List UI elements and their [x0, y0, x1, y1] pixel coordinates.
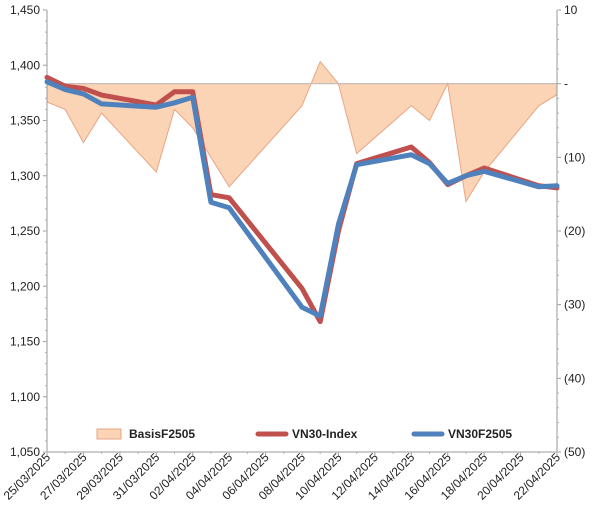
left-axis-tick-label: 1,300: [10, 169, 40, 183]
left-axis-tick-label: 1,350: [10, 114, 40, 128]
right-axis-tick-label: (30): [564, 298, 585, 312]
lines-layer: [44, 74, 560, 325]
right-axis-tick-label: (50): [564, 445, 585, 459]
right-axis-tick-label: (10): [564, 150, 585, 164]
right-axis-tick-label: -: [564, 77, 568, 91]
left-axis-tick-label: 1,400: [10, 58, 40, 72]
left-axis-tick-label: 1,100: [10, 390, 40, 404]
left-axis-tick-label: 1,250: [10, 224, 40, 238]
legend-label-vn30-index: VN30-Index: [292, 427, 358, 441]
series-line-vn30f2505: [44, 79, 560, 319]
right-axis-tick-label: 10: [564, 3, 578, 17]
left-axis-tick-label: 1,050: [10, 445, 40, 459]
left-axis-tick-label: 1,450: [10, 3, 40, 17]
basis-area: [46, 60, 558, 203]
right-axis-tick-label: (20): [564, 224, 585, 238]
right-axis-tick-label: (40): [564, 371, 585, 385]
left-axis-tick-label: 1,150: [10, 335, 40, 349]
legend-label-vn30f2505: VN30F2505: [448, 427, 512, 441]
basis-area-layer: [46, 60, 558, 203]
legend: BasisF2505 VN30-Index VN30F2505: [96, 427, 512, 441]
legend-swatch-basisf2505: [96, 428, 122, 440]
left-axis-tick-label: 1,200: [10, 279, 40, 293]
legend-label-basisf2505: BasisF2505: [129, 427, 195, 441]
